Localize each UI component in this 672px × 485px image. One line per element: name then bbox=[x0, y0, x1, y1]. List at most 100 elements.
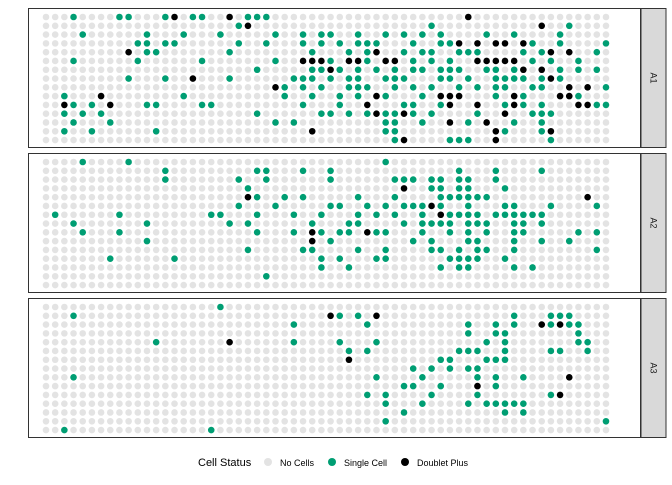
no-cells-point bbox=[116, 92, 123, 100]
no-cells-point bbox=[253, 365, 261, 372]
no-cells-point bbox=[483, 40, 490, 47]
single-cell-point bbox=[152, 338, 160, 346]
no-cells-point bbox=[575, 158, 582, 166]
no-cells-point bbox=[464, 84, 472, 91]
no-cells-point bbox=[253, 75, 261, 82]
no-cells-point bbox=[235, 400, 243, 407]
no-cells-point bbox=[263, 66, 270, 74]
no-cells-point bbox=[354, 167, 362, 175]
no-cells-point bbox=[171, 237, 178, 245]
no-cells-point bbox=[446, 31, 454, 38]
no-cells-point bbox=[51, 136, 59, 144]
no-cells-point bbox=[272, 400, 279, 407]
no-cells-point bbox=[152, 40, 160, 47]
no-cells-point bbox=[70, 110, 77, 117]
no-cells-point bbox=[70, 127, 77, 135]
no-cells-point bbox=[318, 281, 325, 289]
doublet-plus-point bbox=[327, 66, 334, 74]
no-cells-point bbox=[391, 400, 399, 407]
no-cells-point bbox=[382, 312, 389, 320]
no-cells-point bbox=[42, 92, 50, 100]
no-cells-point bbox=[70, 48, 77, 56]
no-cells-point bbox=[134, 66, 142, 74]
no-cells-point bbox=[253, 136, 261, 144]
single-cell-point bbox=[565, 237, 573, 245]
no-cells-point bbox=[97, 321, 105, 328]
no-cells-point bbox=[419, 356, 426, 364]
no-cells-point bbox=[437, 229, 445, 236]
no-cells-point bbox=[483, 255, 490, 262]
no-cells-point bbox=[162, 303, 169, 311]
single-cell-point bbox=[510, 31, 518, 38]
no-cells-point bbox=[455, 127, 463, 135]
no-cells-point bbox=[79, 119, 87, 126]
no-cells-point bbox=[308, 167, 316, 175]
no-cells-point bbox=[79, 193, 87, 201]
single-cell-point bbox=[419, 211, 426, 219]
no-cells-point bbox=[106, 193, 114, 201]
no-cells-point bbox=[318, 185, 325, 192]
no-cells-point bbox=[428, 127, 435, 135]
no-cells-point bbox=[409, 246, 417, 254]
no-cells-point bbox=[308, 185, 316, 192]
no-cells-point bbox=[520, 365, 527, 372]
doublet-plus-point bbox=[501, 57, 509, 65]
no-cells-point bbox=[171, 409, 178, 416]
no-cells-point bbox=[419, 303, 426, 311]
no-cells-point bbox=[143, 246, 151, 254]
doublet-plus-point bbox=[520, 66, 527, 74]
no-cells-point bbox=[437, 22, 445, 30]
no-cells-point bbox=[152, 110, 160, 117]
doublet-plus-point bbox=[565, 374, 573, 381]
single-cell-point bbox=[180, 92, 187, 100]
no-cells-point bbox=[327, 330, 334, 337]
single-cell-point bbox=[391, 66, 399, 74]
no-cells-point bbox=[125, 229, 132, 236]
no-cells-point bbox=[529, 330, 536, 337]
no-cells-point bbox=[492, 272, 500, 280]
no-cells-point bbox=[318, 356, 325, 364]
no-cells-point bbox=[70, 229, 77, 236]
no-cells-point bbox=[97, 66, 105, 74]
no-cells-point bbox=[593, 31, 601, 38]
no-cells-point bbox=[593, 330, 601, 337]
single-cell-point bbox=[428, 237, 435, 245]
no-cells-point bbox=[584, 48, 591, 56]
no-cells-point bbox=[61, 330, 68, 337]
single-cell-point bbox=[272, 31, 279, 38]
no-cells-point bbox=[446, 185, 454, 192]
no-cells-point bbox=[207, 312, 215, 320]
no-cells-point bbox=[437, 400, 445, 407]
no-cells-point bbox=[373, 127, 380, 135]
no-cells-point bbox=[134, 391, 142, 399]
no-cells-point bbox=[391, 40, 399, 47]
no-cells-point bbox=[400, 303, 408, 311]
no-cells-point bbox=[336, 391, 344, 399]
single-cell-point bbox=[575, 229, 582, 236]
no-cells-point bbox=[318, 13, 325, 21]
no-cells-point bbox=[409, 75, 417, 82]
no-cells-point bbox=[272, 264, 279, 271]
doublet-plus-point bbox=[556, 92, 564, 100]
no-cells-point bbox=[162, 338, 169, 346]
single-cell-point bbox=[437, 66, 445, 74]
no-cells-point bbox=[318, 22, 325, 30]
single-cell-point bbox=[290, 229, 298, 236]
no-cells-point bbox=[70, 264, 77, 271]
no-cells-point bbox=[253, 40, 261, 47]
no-cells-point bbox=[88, 330, 96, 337]
no-cells-point bbox=[510, 281, 518, 289]
no-cells-point bbox=[88, 272, 96, 280]
single-cell-point bbox=[290, 119, 298, 126]
single-cell-point bbox=[373, 338, 380, 346]
no-cells-point bbox=[116, 303, 123, 311]
no-cells-point bbox=[162, 66, 169, 74]
no-cells-point bbox=[327, 391, 334, 399]
no-cells-point bbox=[244, 167, 252, 175]
no-cells-point bbox=[97, 13, 105, 21]
no-cells-point bbox=[446, 330, 454, 337]
no-cells-point bbox=[281, 356, 288, 364]
no-cells-point bbox=[116, 330, 123, 337]
no-cells-point bbox=[520, 13, 527, 21]
no-cells-point bbox=[593, 264, 601, 271]
